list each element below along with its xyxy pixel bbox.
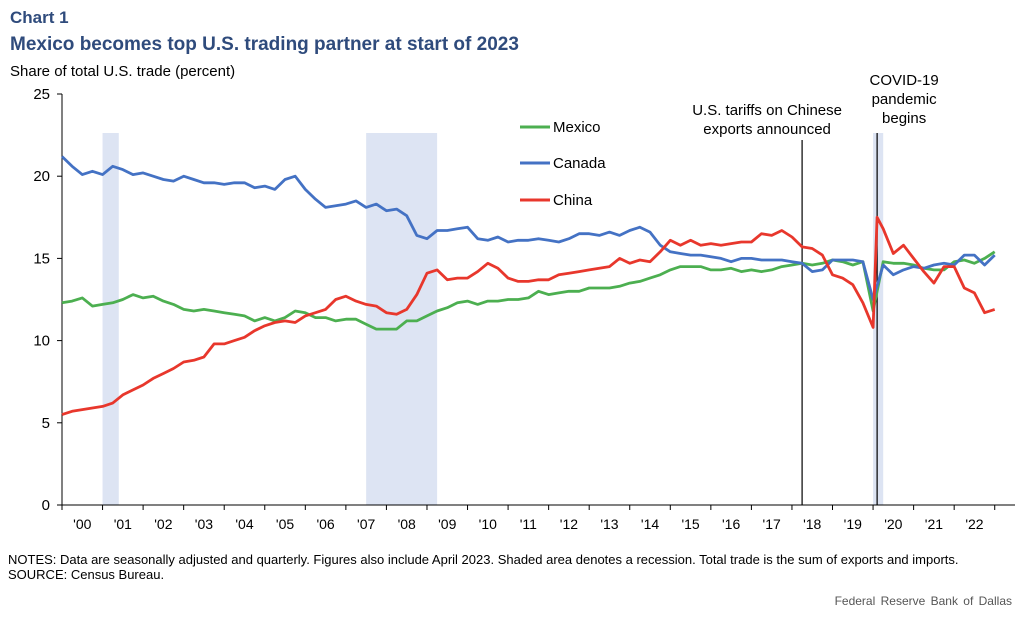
y-tick-label: 25: [33, 86, 50, 103]
recession-band: [102, 133, 119, 505]
x-tick-label: '10: [479, 516, 497, 532]
recession-band: [873, 133, 884, 505]
y-axis-label: Share of total U.S. trade (percent): [10, 63, 236, 80]
y-tick-label: 10: [33, 333, 50, 350]
x-tick-label: '21: [925, 516, 943, 532]
x-tick-label: '18: [803, 516, 821, 532]
x-tick-label: '04: [235, 516, 253, 532]
x-tick-label: '02: [154, 516, 172, 532]
series-line-canada: [61, 155, 996, 301]
legend-label-china: China: [553, 192, 593, 209]
source-text: SOURCE: Census Bureau.: [8, 567, 165, 582]
x-tick-label: '06: [316, 516, 334, 532]
x-tick-label: '00: [73, 516, 91, 532]
recession-shading: [102, 133, 884, 505]
x-tick-label: '14: [641, 516, 659, 532]
chart-number: Chart 1: [10, 8, 69, 27]
covid-annotation-text: COVID-19: [870, 72, 939, 89]
x-tick-label: '07: [357, 516, 375, 532]
chart-title: Mexico becomes top U.S. trading partner …: [10, 34, 519, 55]
legend: Mexico Canada China: [520, 119, 606, 209]
legend-label-mexico: Mexico: [553, 119, 601, 136]
x-tick-label: '03: [195, 516, 213, 532]
legend-label-canada: Canada: [553, 155, 606, 172]
covid-annotation-text: pandemic: [872, 91, 938, 108]
annotations: U.S. tariffs on Chinese exports announced…: [692, 72, 939, 505]
x-tick-label: '12: [560, 516, 578, 532]
tariff-annotation-text: exports announced: [703, 121, 831, 138]
x-tick-label: '01: [114, 516, 132, 532]
x-tick-label: '20: [884, 516, 902, 532]
x-tick-label: '15: [681, 516, 699, 532]
x-tick-label: '09: [438, 516, 456, 532]
x-tick-label: '19: [844, 516, 862, 532]
recession-band: [366, 133, 438, 505]
credit-text: Federal Reserve Bank of Dallas: [834, 594, 1012, 608]
y-tick-label: 5: [42, 415, 50, 432]
tariff-annotation-text: U.S. tariffs on Chinese: [692, 102, 842, 119]
y-tick-label: 20: [33, 168, 50, 185]
x-tick-label: '22: [965, 516, 983, 532]
notes-text: NOTES: Data are seasonally adjusted and …: [8, 552, 959, 567]
series-line-china: [61, 215, 996, 416]
x-axis: '00 '01 '02 '03 '04 '05 '06 '07 '08 '09 '10 '11 '12 '…: [61, 504, 1015, 532]
x-tick-label: '16: [722, 516, 740, 532]
y-tick-label: 15: [33, 250, 50, 267]
footer-notes: NOTES: Data are seasonally adjusted and …: [8, 552, 1018, 582]
x-tick-label: '17: [763, 516, 781, 532]
y-tick-label: 0: [42, 497, 50, 514]
y-axis: 0 5 10 15 20 25: [33, 86, 63, 514]
series-lines: [61, 155, 996, 416]
x-tick-label: '08: [398, 516, 416, 532]
x-tick-label: '11: [520, 516, 537, 532]
x-tick-label: '13: [600, 516, 618, 532]
covid-annotation-text: begins: [882, 110, 926, 127]
x-tick-label: '05: [276, 516, 294, 532]
